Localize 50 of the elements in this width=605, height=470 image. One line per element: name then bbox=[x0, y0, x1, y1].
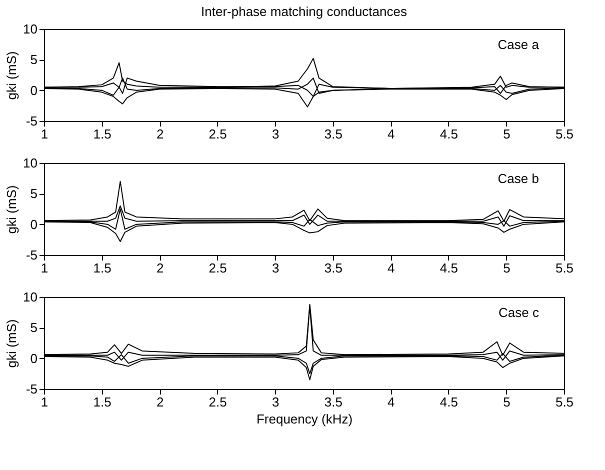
y-tick-label: 5 bbox=[30, 186, 38, 202]
x-tick-label: 3.5 bbox=[324, 394, 342, 410]
x-tick-label: 5 bbox=[503, 260, 510, 276]
x-tick-label: 5.5 bbox=[555, 260, 574, 276]
chart-title: Inter-phase matching conductances bbox=[201, 4, 408, 19]
y-axis-title: gki (mS) bbox=[4, 319, 20, 368]
x-tick-label: 2.5 bbox=[208, 126, 227, 142]
x-tick-label: 5 bbox=[503, 126, 510, 142]
y-tick-label: 5 bbox=[30, 320, 38, 336]
x-tick-label: 3 bbox=[272, 394, 280, 410]
y-tick-label: -5 bbox=[26, 382, 38, 396]
x-tick-label: 4.5 bbox=[440, 260, 458, 276]
y-tick-label: 10 bbox=[23, 22, 38, 36]
y-tick-label: 0 bbox=[30, 82, 38, 98]
y-axis-title: gki (mS) bbox=[4, 185, 20, 234]
x-tick-label: 4.5 bbox=[440, 394, 458, 410]
x-tick-label: 2 bbox=[156, 126, 164, 142]
x-tick-label: 1.5 bbox=[93, 126, 112, 142]
x-tick-label: 1 bbox=[40, 126, 48, 142]
x-tick-label: 5 bbox=[503, 394, 510, 410]
x-tick-label: 4 bbox=[388, 126, 395, 142]
annotation: Case a bbox=[498, 37, 540, 52]
y-tick-label: 0 bbox=[30, 350, 38, 366]
x-tick-label: 3.5 bbox=[324, 260, 342, 276]
x-tick-label: 1.5 bbox=[93, 394, 112, 410]
y-tick-label: 5 bbox=[30, 52, 38, 68]
x-tick-label: 3.5 bbox=[324, 126, 342, 142]
y-axis-title: gki (mS) bbox=[4, 51, 20, 100]
x-tick-label: 3 bbox=[272, 260, 280, 276]
x-tick-label: 2 bbox=[156, 260, 164, 276]
x-tick-label: 2.5 bbox=[208, 260, 227, 276]
x-tick-label: 1 bbox=[40, 260, 48, 276]
y-tick-label: -5 bbox=[26, 248, 38, 262]
y-tick-label: 10 bbox=[23, 290, 38, 304]
annotation: Case c bbox=[498, 305, 540, 320]
y-tick-label: -5 bbox=[26, 114, 38, 128]
x-tick-label: 2.5 bbox=[208, 394, 227, 410]
x-tick-label: 4 bbox=[388, 260, 395, 276]
x-tick-label: 5.5 bbox=[555, 126, 574, 142]
x-tick-label: 4.5 bbox=[440, 126, 458, 142]
x-tick-label: 1.5 bbox=[93, 260, 112, 276]
x-tick-label: 1 bbox=[40, 394, 48, 410]
y-tick-label: 0 bbox=[30, 216, 38, 232]
x-tick-label: 3 bbox=[272, 126, 280, 142]
x-tick-label: 5.5 bbox=[555, 394, 574, 410]
x-tick-label: 2 bbox=[156, 394, 164, 410]
annotation: Case b bbox=[498, 171, 539, 186]
y-tick-label: 10 bbox=[23, 156, 38, 170]
x-axis-title: Frequency (kHz) bbox=[256, 412, 353, 426]
x-tick-label: 4 bbox=[388, 394, 395, 410]
